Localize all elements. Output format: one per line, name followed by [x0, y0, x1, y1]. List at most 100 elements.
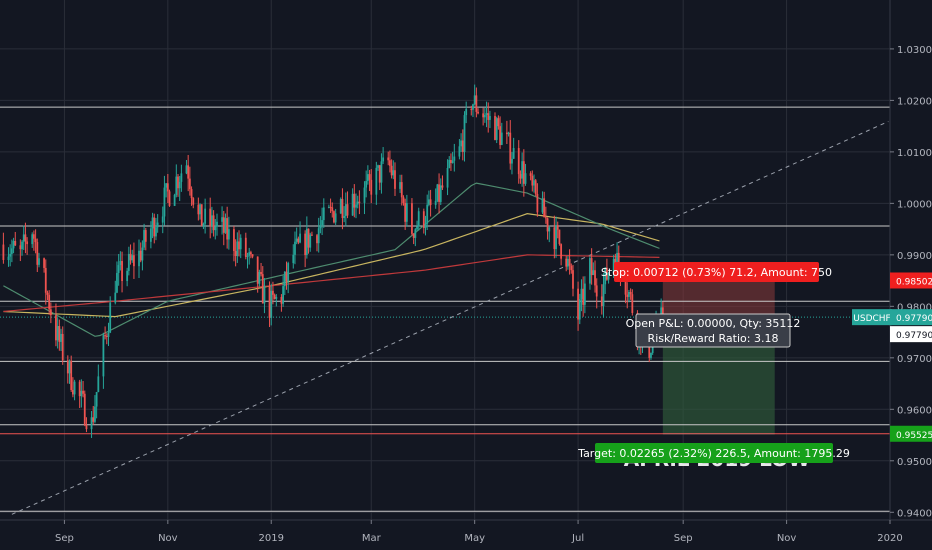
- candle-body: [316, 235, 318, 244]
- time-tick-label: May: [464, 533, 485, 544]
- candle-body: [80, 390, 83, 397]
- candle-body: [256, 256, 259, 284]
- candle-body: [209, 208, 212, 226]
- stop-price-tag: 0.98502: [896, 277, 932, 287]
- candle-body: [46, 292, 49, 295]
- trendline[interactable]: [11, 121, 889, 515]
- candle-body: [578, 299, 581, 320]
- candle-body: [238, 241, 240, 250]
- candle-body: [463, 115, 466, 152]
- candle-body: [402, 197, 405, 204]
- candle-body: [31, 234, 34, 245]
- candle-body: [500, 132, 503, 145]
- candle-body: [412, 233, 415, 238]
- current-price-tag-bg: [890, 309, 932, 326]
- candle-body: [178, 181, 181, 189]
- candle-body: [483, 114, 486, 118]
- candle-body: [275, 296, 278, 299]
- candle-body: [309, 234, 312, 248]
- candle-body: [592, 270, 595, 276]
- candle-body: [61, 333, 64, 361]
- candle-body: [104, 335, 107, 337]
- candle-body: [580, 288, 583, 300]
- candle-body: [138, 250, 140, 267]
- price-tags: USDCHF 0.98502 0.97790 0.95525 0.97790: [852, 272, 932, 442]
- candle-body: [22, 234, 25, 242]
- candle-body: [153, 217, 156, 237]
- candle-body: [370, 179, 373, 195]
- candle-body: [56, 326, 59, 341]
- candle-body: [102, 335, 105, 377]
- candle-body: [605, 267, 608, 280]
- candle-body: [282, 286, 285, 304]
- candle-body: [234, 251, 237, 257]
- candle-body: [97, 376, 100, 392]
- stop-label-bg: [614, 262, 819, 282]
- candle-body: [10, 248, 13, 254]
- candle-body: [517, 148, 520, 175]
- candle-body: [236, 241, 239, 257]
- candle-body: [141, 247, 144, 261]
- candle-body: [446, 167, 449, 188]
- candle-body: [505, 132, 508, 135]
- candle-body: [331, 207, 334, 212]
- candle-body: [334, 213, 337, 223]
- candle-body: [144, 230, 147, 242]
- candles: [2, 84, 664, 438]
- candle-body: [380, 161, 383, 183]
- candle-body: [246, 255, 249, 257]
- candle-body: [534, 180, 537, 194]
- current-price-tag: 0.97790: [896, 314, 932, 324]
- candle-body: [55, 315, 57, 341]
- target-price-tag-bg: [890, 425, 932, 442]
- candle-body: [321, 220, 323, 226]
- moving-average-red: [3, 254, 660, 313]
- candle-body: [531, 175, 534, 186]
- symbol-tag-bg: [852, 309, 892, 326]
- candle-body: [522, 161, 525, 184]
- candle-body: [626, 294, 629, 297]
- candle-body: [427, 199, 430, 205]
- candle-body: [226, 218, 229, 240]
- candle-body: [394, 170, 396, 189]
- candle-body: [248, 252, 251, 256]
- horizontal-levels: [0, 106, 890, 512]
- candle-body: [272, 290, 274, 295]
- candle-body: [375, 167, 378, 195]
- candle-body: [470, 108, 473, 110]
- candle-body: [287, 263, 290, 282]
- candle-body: [126, 270, 129, 282]
- candle-body: [458, 146, 461, 157]
- candle-body: [268, 285, 271, 318]
- candle-body: [631, 294, 634, 313]
- candle-body: [214, 226, 217, 231]
- candle-body: [155, 227, 157, 237]
- candle-body: [404, 203, 407, 222]
- time-axis[interactable]: Sep Nov 2019 Mar May Jul Sep Nov 2020: [0, 519, 932, 550]
- candle-body: [43, 258, 45, 268]
- candle-body: [199, 204, 201, 215]
- candle-body: [560, 244, 563, 259]
- candle-body: [529, 173, 532, 176]
- candle-body: [21, 241, 23, 250]
- candle-body: [477, 111, 479, 114]
- candle-body: [149, 228, 152, 242]
- candle-body: [221, 217, 223, 222]
- candle-body: [36, 242, 39, 265]
- position-labels[interactable]: Stop: 0.00712 (0.73%) 71.2, Amount: 750 …: [577, 262, 850, 463]
- candle-body: [465, 108, 468, 116]
- candle-body: [624, 280, 627, 295]
- candle-body: [319, 225, 322, 229]
- candle-body: [26, 241, 29, 245]
- candle-body: [273, 294, 276, 299]
- candle-body: [366, 174, 369, 181]
- candle-body: [363, 187, 366, 203]
- candle-body: [499, 126, 501, 145]
- candle-body: [568, 258, 571, 266]
- candle-body: [305, 228, 308, 256]
- candle-body: [472, 104, 474, 110]
- candle-body: [617, 252, 620, 268]
